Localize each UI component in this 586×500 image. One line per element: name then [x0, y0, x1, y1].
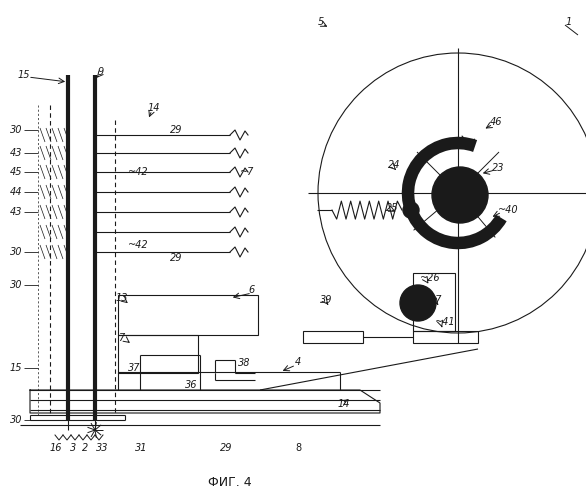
Bar: [413, 331, 478, 343]
Text: 14: 14: [148, 103, 161, 113]
Text: 37: 37: [128, 363, 141, 373]
Text: 30: 30: [10, 415, 22, 425]
Circle shape: [432, 167, 488, 223]
Text: 30: 30: [10, 280, 22, 290]
Text: 43: 43: [10, 148, 22, 158]
Text: 36: 36: [185, 380, 197, 390]
Text: 39: 39: [320, 295, 332, 305]
Text: 45: 45: [10, 167, 22, 177]
Bar: [118, 295, 258, 335]
Text: 33: 33: [96, 443, 108, 453]
Text: 44: 44: [10, 187, 22, 197]
Text: 27: 27: [430, 295, 442, 305]
Text: 30: 30: [10, 125, 22, 135]
Text: 2: 2: [82, 443, 88, 453]
Text: 3: 3: [70, 443, 76, 453]
Text: ФИГ. 4: ФИГ. 4: [208, 476, 252, 488]
Text: ~42: ~42: [128, 167, 149, 177]
Bar: [118, 335, 198, 373]
Text: 29: 29: [170, 125, 182, 135]
Text: 46: 46: [490, 117, 503, 127]
Text: 29: 29: [220, 443, 233, 453]
Text: 43: 43: [10, 207, 22, 217]
Text: 13: 13: [116, 293, 128, 303]
Circle shape: [403, 202, 419, 218]
Text: ~42: ~42: [128, 240, 149, 250]
Text: 23: 23: [492, 163, 505, 173]
Text: 16: 16: [50, 443, 63, 453]
Text: 15: 15: [10, 363, 22, 373]
Bar: [413, 273, 455, 331]
Text: 29: 29: [170, 253, 182, 263]
Bar: [303, 331, 363, 343]
Text: 25: 25: [386, 203, 398, 213]
Text: ~40: ~40: [498, 205, 519, 215]
Text: 24: 24: [388, 160, 400, 170]
Text: 30: 30: [10, 247, 22, 257]
Text: 15: 15: [18, 70, 30, 80]
Text: 38: 38: [238, 358, 250, 368]
Text: 14: 14: [338, 399, 350, 409]
Text: 9: 9: [98, 67, 104, 77]
Text: 8: 8: [295, 443, 301, 453]
Text: ~7: ~7: [240, 167, 254, 177]
Text: 31: 31: [135, 443, 148, 453]
Text: 4: 4: [295, 357, 301, 367]
Text: ~26: ~26: [420, 273, 441, 283]
Text: ~41: ~41: [435, 317, 456, 327]
Text: 1: 1: [566, 17, 573, 27]
Circle shape: [400, 285, 436, 321]
Text: 5: 5: [318, 17, 324, 27]
Text: 6: 6: [248, 285, 254, 295]
Text: 7: 7: [118, 333, 124, 343]
